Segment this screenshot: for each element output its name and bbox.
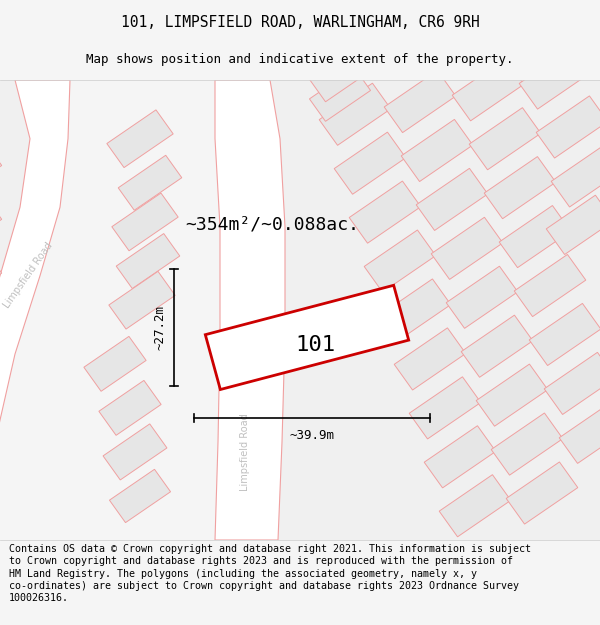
Polygon shape bbox=[310, 49, 371, 102]
Polygon shape bbox=[519, 47, 591, 109]
Polygon shape bbox=[0, 140, 2, 196]
Polygon shape bbox=[439, 474, 511, 537]
Polygon shape bbox=[0, 80, 70, 540]
Polygon shape bbox=[112, 193, 178, 251]
Polygon shape bbox=[431, 217, 503, 279]
Text: 101: 101 bbox=[295, 335, 335, 355]
Polygon shape bbox=[446, 266, 518, 328]
Polygon shape bbox=[424, 426, 496, 488]
Polygon shape bbox=[394, 328, 466, 390]
Polygon shape bbox=[499, 206, 571, 268]
Polygon shape bbox=[118, 155, 182, 210]
Polygon shape bbox=[0, 80, 30, 540]
Polygon shape bbox=[484, 157, 556, 219]
Polygon shape bbox=[116, 234, 180, 289]
Polygon shape bbox=[0, 194, 2, 250]
Polygon shape bbox=[99, 381, 161, 436]
Polygon shape bbox=[215, 80, 285, 540]
Polygon shape bbox=[349, 181, 421, 243]
Polygon shape bbox=[401, 119, 473, 181]
Polygon shape bbox=[334, 132, 406, 194]
Polygon shape bbox=[109, 271, 175, 329]
Text: Limpsfield Road: Limpsfield Road bbox=[240, 413, 250, 491]
Polygon shape bbox=[506, 462, 578, 524]
Polygon shape bbox=[103, 424, 167, 480]
Polygon shape bbox=[379, 279, 451, 341]
Polygon shape bbox=[514, 254, 586, 317]
Text: ~27.2m: ~27.2m bbox=[153, 305, 166, 350]
Polygon shape bbox=[0, 248, 2, 304]
Polygon shape bbox=[68, 80, 285, 540]
Polygon shape bbox=[536, 96, 600, 158]
Polygon shape bbox=[205, 285, 409, 389]
Text: ~354m²/~0.088ac.: ~354m²/~0.088ac. bbox=[185, 216, 359, 234]
Polygon shape bbox=[491, 413, 563, 475]
Polygon shape bbox=[364, 230, 436, 292]
Polygon shape bbox=[559, 401, 600, 463]
Polygon shape bbox=[452, 59, 524, 121]
Text: Contains OS data © Crown copyright and database right 2021. This information is : Contains OS data © Crown copyright and d… bbox=[9, 544, 531, 603]
Text: ~39.9m: ~39.9m bbox=[290, 429, 335, 442]
Polygon shape bbox=[384, 71, 456, 132]
Text: Limpsfield Road: Limpsfield Road bbox=[2, 241, 55, 311]
Polygon shape bbox=[416, 168, 488, 231]
Polygon shape bbox=[546, 195, 600, 254]
Polygon shape bbox=[476, 364, 548, 426]
Polygon shape bbox=[461, 315, 533, 378]
Polygon shape bbox=[544, 352, 600, 414]
Polygon shape bbox=[270, 80, 600, 540]
Polygon shape bbox=[109, 469, 170, 522]
Polygon shape bbox=[84, 336, 146, 391]
Polygon shape bbox=[319, 83, 391, 146]
Polygon shape bbox=[310, 68, 371, 121]
Polygon shape bbox=[551, 145, 600, 207]
Text: 101, LIMPSFIELD ROAD, WARLINGHAM, CR6 9RH: 101, LIMPSFIELD ROAD, WARLINGHAM, CR6 9R… bbox=[121, 15, 479, 30]
Polygon shape bbox=[469, 107, 541, 170]
Text: Map shows position and indicative extent of the property.: Map shows position and indicative extent… bbox=[86, 54, 514, 66]
Polygon shape bbox=[529, 303, 600, 366]
Polygon shape bbox=[409, 377, 481, 439]
Polygon shape bbox=[107, 110, 173, 168]
